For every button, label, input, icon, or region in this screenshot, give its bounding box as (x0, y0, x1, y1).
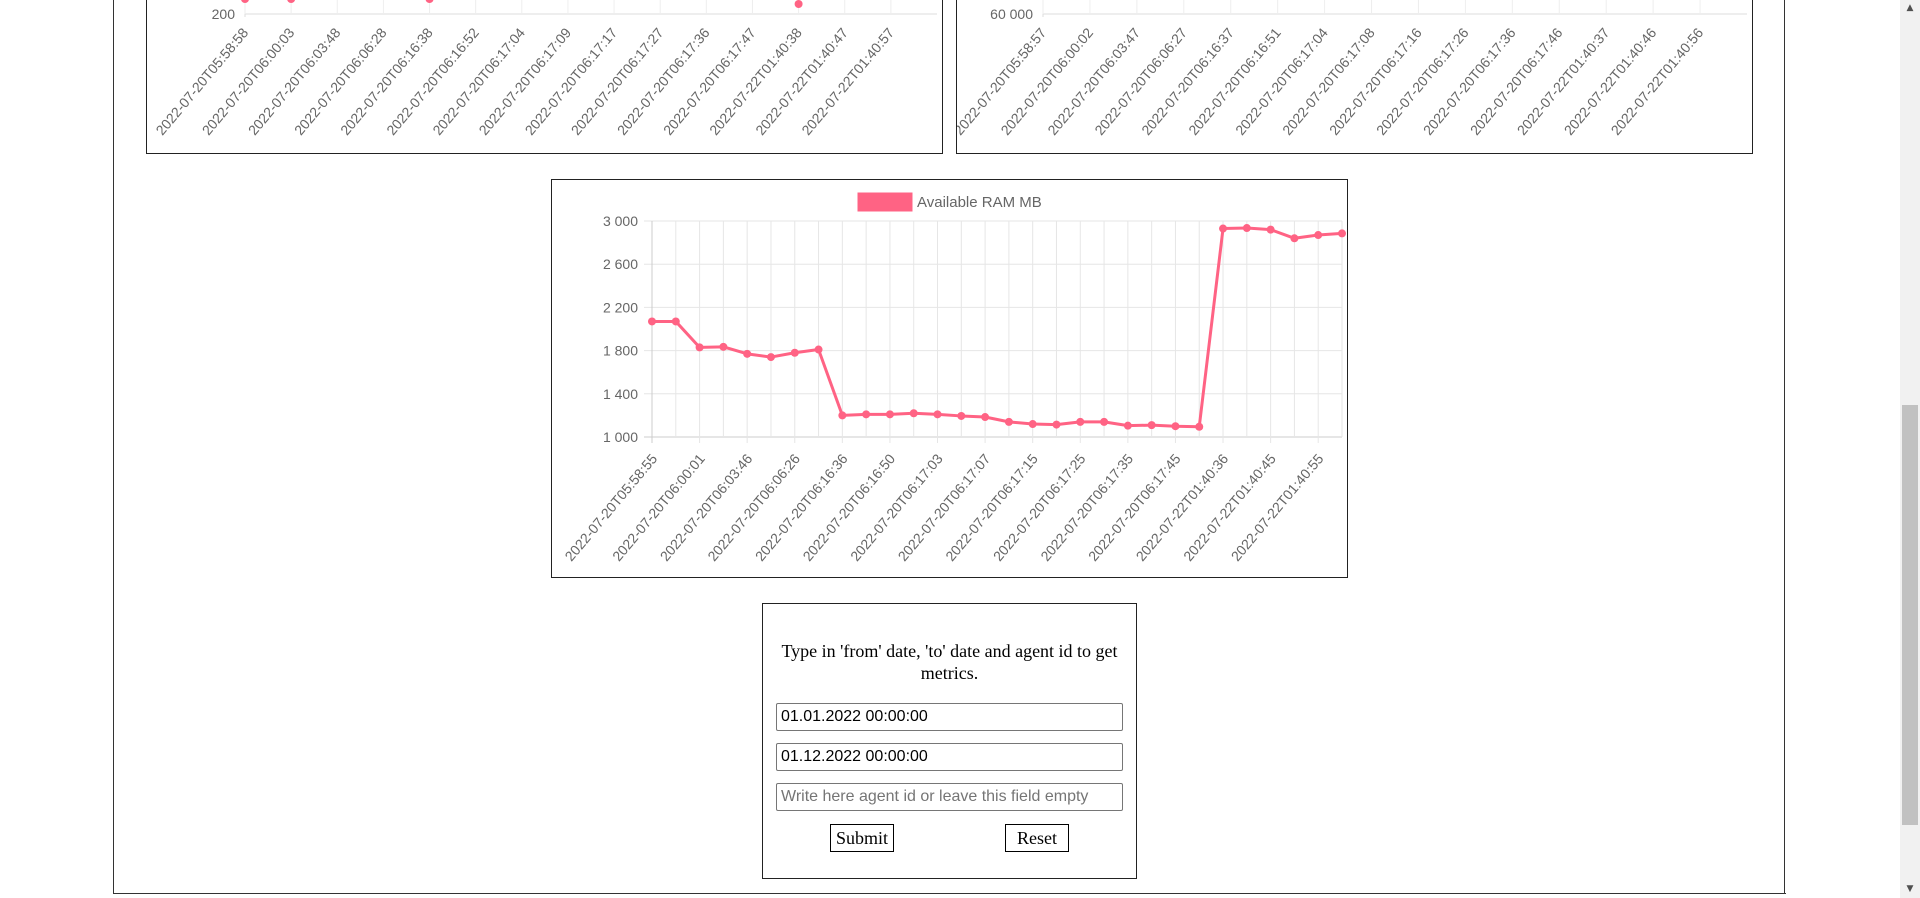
x-tick-label: 2022-07-22T01:40:46 (1561, 24, 1660, 138)
x-tick-label: 2022-07-22T01:40:37 (1514, 24, 1613, 138)
data-point (1314, 231, 1323, 240)
x-tick-label: 2022-07-20T06:17:07 (895, 450, 994, 564)
available-ram-chart: Available RAM MB 1 000 1 400 1 800 2 200 2 60… (551, 179, 1348, 578)
data-point (766, 353, 775, 362)
x-tick-label: 2022-07-20T06:17:35 (1037, 450, 1136, 564)
memory-chart-svg: 60 0002022-07-20T05:58:572022-07-20T06:0… (957, 0, 1747, 138)
x-tick-label: 2022-07-20T06:06:27 (1091, 24, 1190, 138)
x-tick-label: 2022-07-20T06:17:36 (1420, 24, 1519, 138)
data-point (695, 343, 704, 352)
page-container (113, 0, 1785, 893)
x-tick-label: 2022-07-20T06:16:50 (799, 450, 898, 564)
x-tick-label: 2022-07-20T06:17:08 (1279, 24, 1378, 138)
x-tick-label: 2022-07-22T01:40:57 (798, 24, 897, 138)
scroll-up-arrow-icon[interactable]: ▲ (1906, 3, 1914, 13)
data-point (1195, 422, 1204, 431)
data-point (814, 345, 823, 354)
data-point (933, 410, 942, 419)
x-tick-label: 2022-07-20T06:17:46 (1467, 24, 1566, 138)
legend-label: Available RAM MB (917, 194, 1042, 211)
data-point (885, 410, 894, 419)
data-point (1338, 229, 1346, 238)
y-tick-label: 1 000 (603, 429, 638, 445)
data-point (1290, 234, 1299, 243)
y-tick-label: 2 200 (603, 299, 638, 315)
data-point (981, 413, 990, 422)
y-tick-label: 1 400 (603, 386, 638, 402)
scroll-down-arrow-icon[interactable]: ▼ (1906, 884, 1914, 894)
data-point (1100, 417, 1109, 426)
x-tick-label: 2022-07-20T06:16:36 (752, 450, 851, 564)
data-point (1052, 420, 1061, 429)
agent-id-input[interactable] (776, 783, 1123, 811)
form-instruction: Type in 'from' date, 'to' date and agent… (781, 641, 1118, 683)
data-point (1123, 421, 1132, 430)
x-tick-label: 2022-07-22T01:40:36 (1133, 450, 1232, 564)
x-tick-label: 2022-07-20T06:00:02 (997, 24, 1096, 138)
data-point (1219, 224, 1228, 233)
x-tick-label: 2022-07-20T06:17:26 (1373, 24, 1472, 138)
data-point (1266, 225, 1275, 234)
reset-button[interactable]: Reset (1005, 824, 1069, 852)
y-tick-label: 2 600 (603, 256, 638, 272)
data-point (957, 411, 966, 420)
x-tick-label: 2022-07-20T06:17:15 (942, 450, 1041, 564)
data-point (425, 0, 434, 3)
x-tick-label: 2022-07-22T01:40:45 (1180, 450, 1279, 564)
available-ram-chart-svg: Available RAM MB 1 000 1 400 1 800 2 200 2 60… (561, 192, 1346, 564)
data-point (1171, 422, 1180, 431)
memory-chart-top-right: 60 000 2022-07-20T05:58:57 2022-07-20T06:0… (956, 0, 1753, 154)
x-tick-label: 2022-07-20T05:58:55 (561, 450, 660, 564)
page-bottom-border (113, 893, 1786, 894)
data-point (1147, 421, 1156, 430)
cpu-chart-svg: 2002022-07-20T05:58:582022-07-20T06:00:0… (152, 0, 937, 138)
x-tick-label: 2022-07-20T06:17:16 (1326, 24, 1425, 138)
y-tick-label: 60 000 (990, 6, 1033, 22)
series-line (652, 226, 1343, 429)
data-point (1004, 417, 1013, 426)
x-tick-label: 2022-07-22T01:40:55 (1228, 450, 1327, 564)
x-tick-label: 2022-07-20T06:00:01 (609, 450, 708, 564)
data-point (838, 411, 847, 420)
metrics-query-form: Type in 'from' date, 'to' date and agent… (762, 603, 1137, 879)
from-date-input[interactable] (776, 703, 1123, 731)
x-tick-label: 2022-07-20T06:06:26 (704, 450, 803, 564)
x-tick-label: 2022-07-20T06:17:45 (1085, 450, 1184, 564)
y-tick-label: 3 000 (603, 213, 638, 229)
data-point (241, 0, 249, 3)
y-tick-label: 1 800 (603, 343, 638, 359)
x-tick-label: 2022-07-22T01:40:56 (1608, 24, 1707, 138)
data-point (790, 348, 799, 357)
x-tick-label: 2022-07-20T06:17:03 (847, 450, 946, 564)
y-tick-label: 200 (212, 6, 236, 22)
x-tick-label: 2022-07-20T06:17:25 (990, 450, 1089, 564)
data-point (719, 342, 728, 351)
x-tick-label: 2022-07-20T06:17:04 (1232, 24, 1331, 138)
legend-swatch (857, 192, 913, 212)
data-point (671, 317, 680, 326)
data-point (743, 349, 752, 358)
data-point (1242, 224, 1251, 233)
data-point (909, 409, 918, 418)
data-point (648, 317, 656, 326)
data-point (1076, 417, 1085, 426)
submit-button[interactable]: Submit (830, 824, 894, 852)
scrollbar-thumb[interactable] (1902, 405, 1918, 825)
x-tick-label: 2022-07-20T06:16:51 (1185, 24, 1284, 138)
cpu-chart-top-left: 200 2022-07-20T05:58:58 2022-07-20T06:00:0… (146, 0, 943, 154)
x-tick-label: 2022-07-20T06:16:37 (1138, 24, 1237, 138)
x-tick-label: 2022-07-20T06:03:46 (657, 450, 756, 564)
data-point (862, 410, 871, 419)
to-date-input[interactable] (776, 743, 1123, 771)
x-tick-label: 2022-07-20T06:03:47 (1044, 24, 1143, 138)
data-point (287, 0, 296, 3)
data-point (794, 0, 803, 8)
data-point (1028, 420, 1037, 429)
